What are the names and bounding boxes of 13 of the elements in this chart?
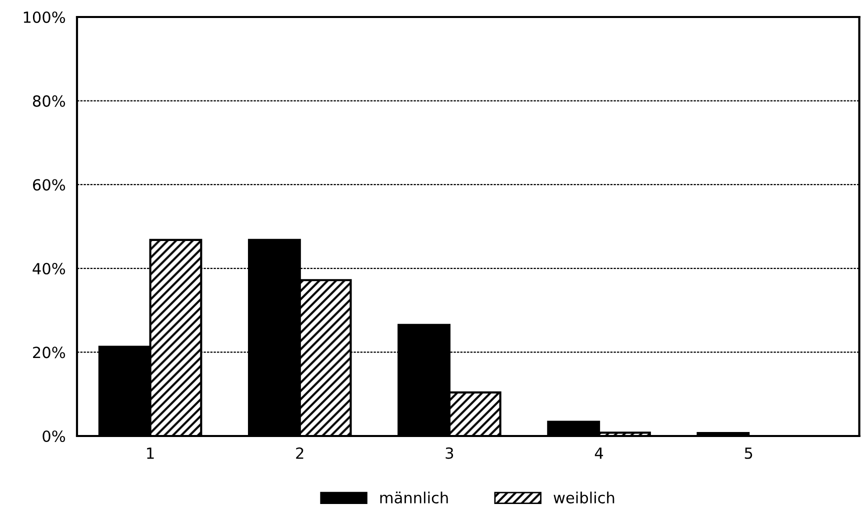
y-tick-label: 60% xyxy=(33,179,66,191)
legend-label: weiblich xyxy=(554,492,614,504)
y-tick-label: 20% xyxy=(33,346,66,358)
x-tick-label: 3 xyxy=(446,447,454,459)
x-tick-label: 5 xyxy=(744,448,752,459)
y-tick-label: 0% xyxy=(42,430,66,442)
x-tick-label: 4 xyxy=(594,448,604,459)
y-tick-label: 40% xyxy=(32,262,66,274)
x-tick-label: 2 xyxy=(296,447,304,459)
x-tick-label: 1 xyxy=(147,448,154,459)
y-tick-label: 80% xyxy=(32,95,66,107)
y-tick-label: 100% xyxy=(24,11,66,24)
legend-label: männlich xyxy=(380,492,448,504)
